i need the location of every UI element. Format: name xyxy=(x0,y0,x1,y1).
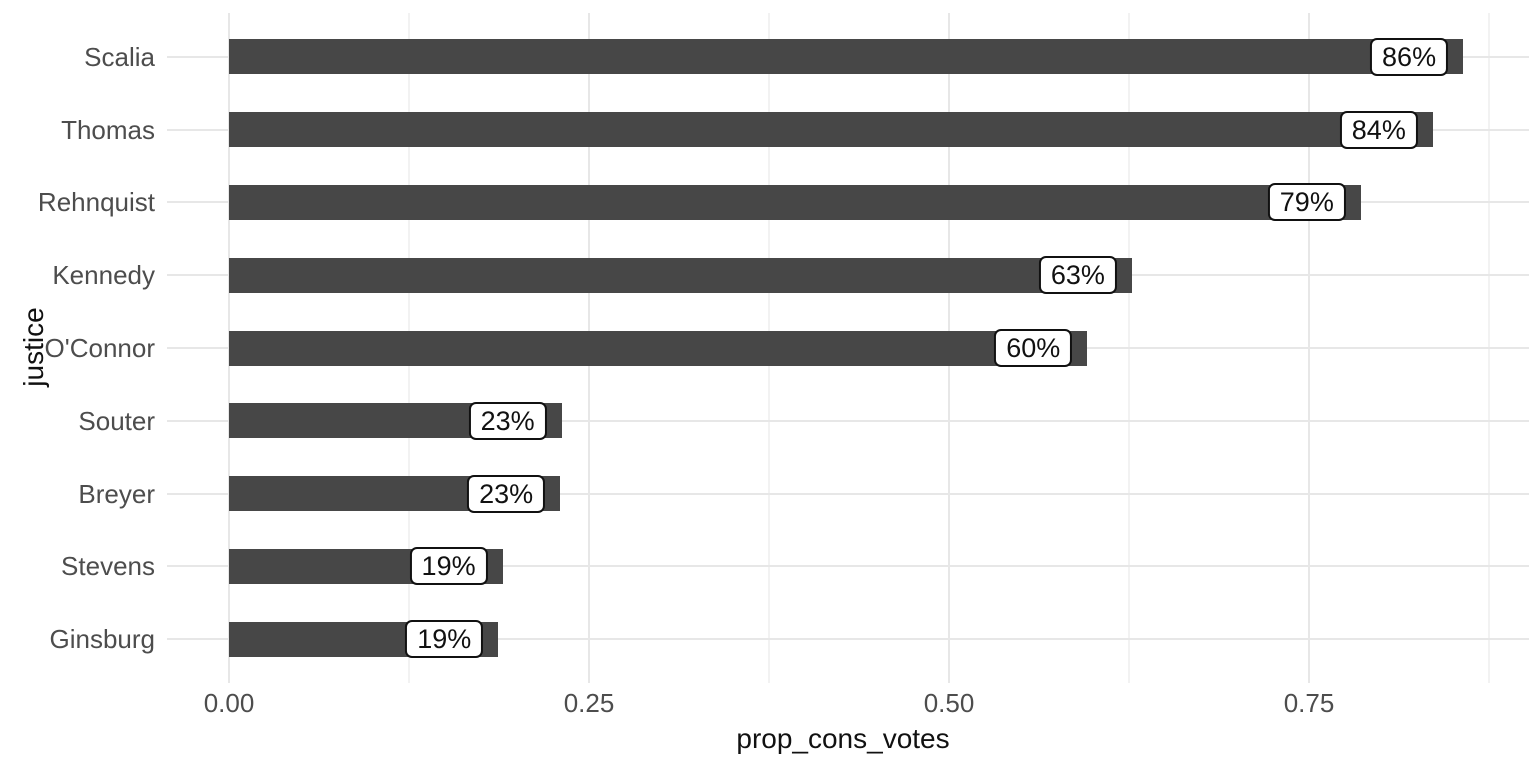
bar-value-label: 19% xyxy=(405,620,484,659)
x-tick-label: 0.75 xyxy=(1283,688,1335,718)
bar-thomas xyxy=(229,112,1433,148)
bar-value-label: 63% xyxy=(1038,256,1117,295)
y-tick-label: Ginsburg xyxy=(49,624,156,655)
y-tick-label: Thomas xyxy=(61,114,155,145)
x-axis-title: prop_cons_votes xyxy=(736,723,950,754)
y-major-gridline xyxy=(167,638,1529,641)
y-major-gridline xyxy=(167,419,1529,422)
bar-oconnor xyxy=(229,330,1088,366)
y-tick-label: O'Connor xyxy=(44,333,155,363)
bar-scalia xyxy=(229,39,1464,75)
y-tick-label: Scalia xyxy=(84,41,155,72)
x-tick-label: 0.50 xyxy=(923,688,975,718)
x-tick-label: 0.00 xyxy=(203,688,255,718)
x-tick-label: 0.25 xyxy=(563,688,615,718)
bar-value-label: 86% xyxy=(1370,37,1449,76)
y-tick-label: Souter xyxy=(78,405,155,436)
bar-value-label: 19% xyxy=(409,547,488,586)
y-major-gridline xyxy=(167,492,1529,495)
y-tick-label: Breyer xyxy=(78,478,155,509)
bar-rehnquist xyxy=(229,184,1361,220)
y-tick-label: Stevens xyxy=(61,551,155,582)
bar-kennedy xyxy=(229,257,1132,293)
bar-value-label: 79% xyxy=(1267,183,1346,222)
bar-value-label: 23% xyxy=(467,474,546,513)
bar-value-label: 60% xyxy=(994,329,1073,367)
y-tick-label: Rehnquist xyxy=(37,187,155,218)
y-tick-label: Kennedy xyxy=(52,260,155,291)
y-major-gridline xyxy=(167,565,1529,568)
bar-value-label: 84% xyxy=(1339,110,1418,149)
bar-value-label: 23% xyxy=(468,401,547,440)
